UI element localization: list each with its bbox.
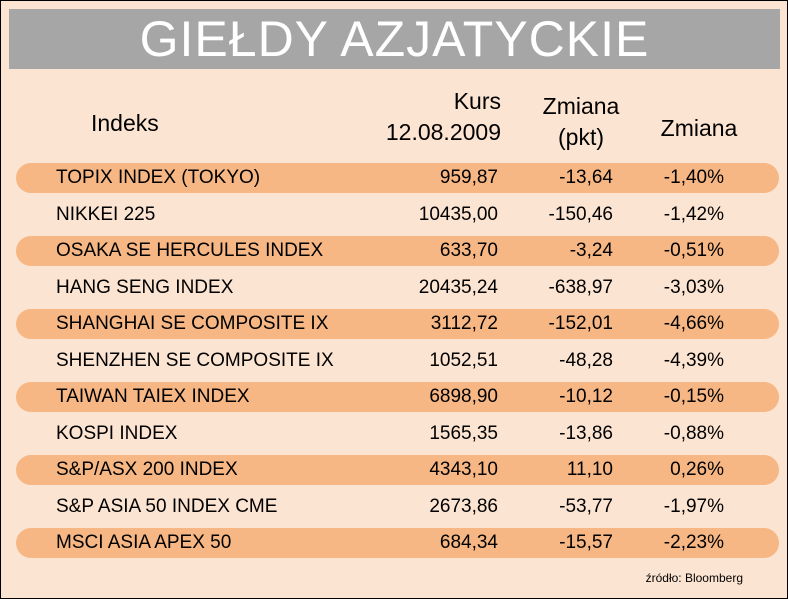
value-cell: -4,39% xyxy=(663,349,724,371)
value-cell: -10,12 xyxy=(559,386,613,407)
value-cell: -152,01 xyxy=(548,313,613,334)
value-cell: -1,42% xyxy=(663,203,724,225)
row-highlight xyxy=(16,455,779,485)
value-cell: 959,87 xyxy=(439,167,498,188)
column-header: 12.08.2009 xyxy=(385,119,501,145)
value-cell: -1,40% xyxy=(663,167,724,188)
value-cell: -2,23% xyxy=(663,532,724,553)
value-cell: -3,24 xyxy=(569,240,613,261)
value-cell: -0,88% xyxy=(663,422,724,444)
value-cell: -638,97 xyxy=(548,276,613,298)
value-cell: 4343,10 xyxy=(429,459,498,480)
index-name: OSAKA SE HERCULES INDEX xyxy=(56,240,324,261)
row-highlight xyxy=(16,309,779,339)
column-header: Zmiana xyxy=(660,115,738,141)
value-cell: 684,34 xyxy=(439,532,498,553)
value-cell: -13,64 xyxy=(559,167,613,188)
value-cell: -150,46 xyxy=(548,203,613,225)
row-highlight xyxy=(16,382,779,412)
value-cell: -1,97% xyxy=(663,495,724,517)
value-cell: -53,77 xyxy=(559,495,613,517)
value-cell: -48,28 xyxy=(559,349,613,371)
column-header: Kurs xyxy=(453,88,501,114)
value-cell: 11,10 xyxy=(566,459,613,480)
index-name: SHENZHEN SE COMPOSITE IX xyxy=(56,349,334,371)
value-cell: 2673,86 xyxy=(429,495,498,517)
index-name: MSCI ASIA APEX 50 xyxy=(56,532,232,553)
index-name: S&P/ASX 200 INDEX xyxy=(56,459,238,480)
row-highlight xyxy=(16,163,779,193)
index-name: HANG SENG INDEX xyxy=(56,276,234,298)
value-cell: 3112,72 xyxy=(430,313,498,334)
value-cell: -3,03% xyxy=(663,276,724,298)
source: źródło: Bloomberg xyxy=(645,571,743,585)
index-name: SHANGHAI SE COMPOSITE IX xyxy=(56,313,329,334)
value-cell: 10435,00 xyxy=(418,203,498,225)
row-highlight xyxy=(16,528,779,558)
index-name: TAIWAN TAIEX INDEX xyxy=(56,386,250,407)
value-cell: -15,57 xyxy=(559,532,613,553)
index-name: S&P ASIA 50 INDEX CME xyxy=(56,495,278,517)
value-cell: 0,26% xyxy=(670,459,724,480)
value-cell: 6898,90 xyxy=(429,386,498,407)
column-header: Indeks xyxy=(91,110,159,136)
value-cell: -13,86 xyxy=(559,422,613,444)
index-name: KOSPI INDEX xyxy=(56,422,178,444)
index-name: NIKKEI 225 xyxy=(56,203,156,225)
value-cell: 633,70 xyxy=(439,240,498,261)
index-name: TOPIX INDEX (TOKYO) xyxy=(56,167,261,188)
value-cell: -4,66% xyxy=(663,313,724,334)
column-header: (pkt) xyxy=(558,124,604,150)
value-cell: 1565,35 xyxy=(429,422,498,444)
title: GIEŁDY AZJATYCKIE xyxy=(9,9,780,69)
column-header: Zmiana xyxy=(542,93,620,119)
value-cell: -0,15% xyxy=(663,386,724,407)
value-cell: 20435,24 xyxy=(418,276,498,298)
value-cell: 1052,51 xyxy=(429,349,498,371)
value-cell: -0,51% xyxy=(663,240,724,261)
row-highlight xyxy=(16,236,779,266)
